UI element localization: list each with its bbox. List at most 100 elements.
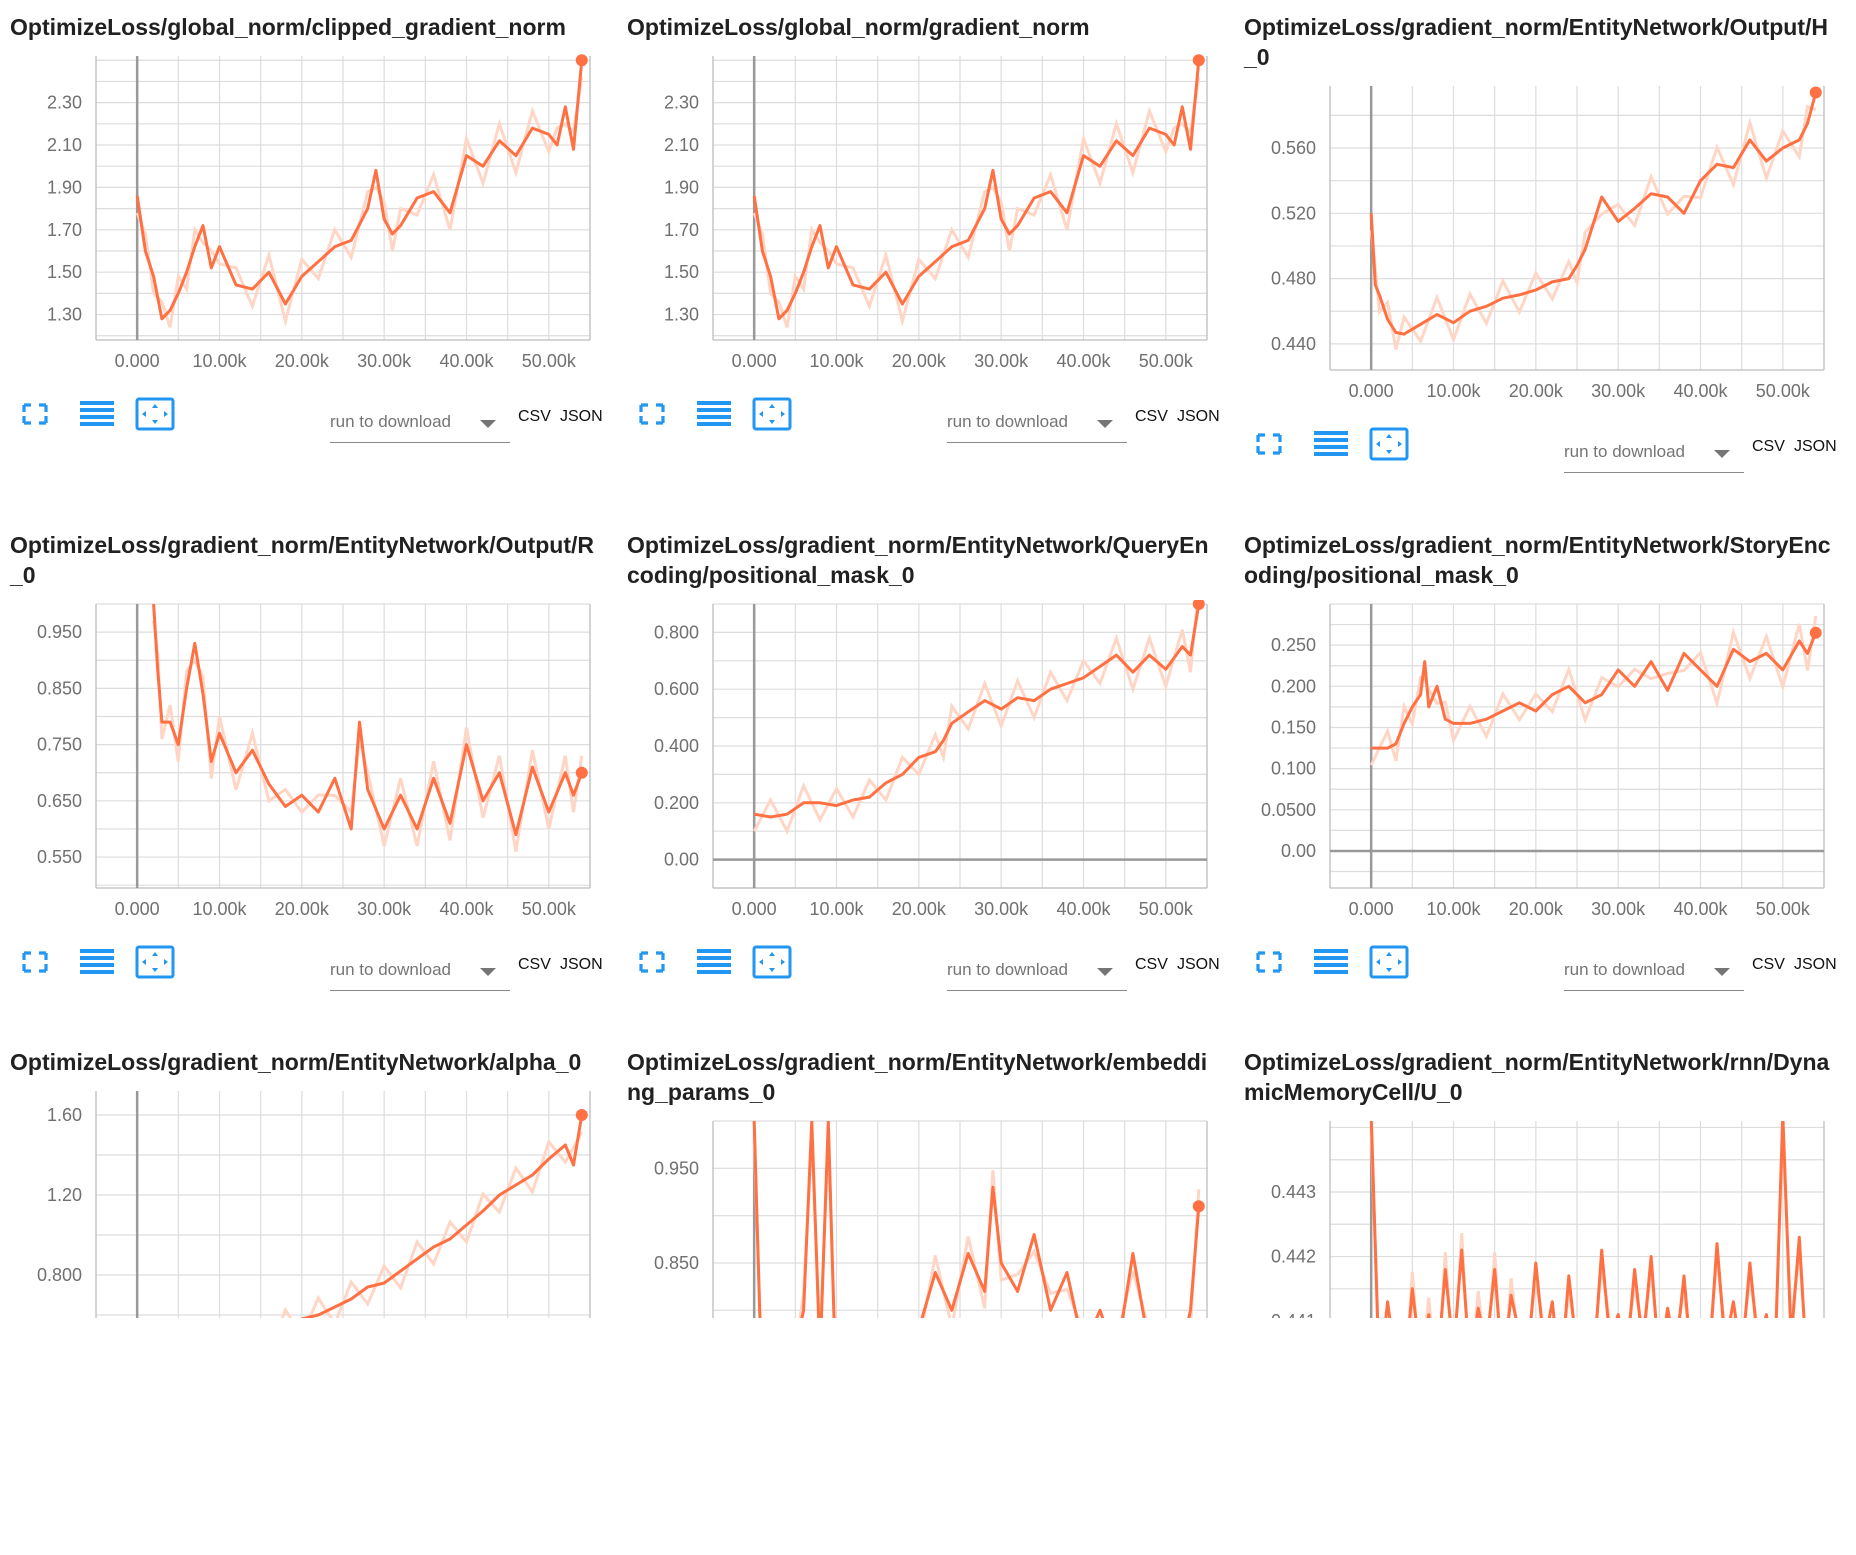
y-tick-label: 0.850 [654,1253,699,1273]
series-line[interactable] [1369,92,1818,336]
data-table-button[interactable] [1310,426,1352,462]
chart-plot[interactable]: 0.550 0.650 0.750 0.850 0.950 0.000 10.00k 20.0… [0,600,600,928]
grid-lines [1329,1121,1825,1318]
data-table-button[interactable] [1310,944,1352,980]
series-line[interactable] [152,604,584,837]
chart-title: OptimizeLoss/gradient_norm/EntityNetwork… [1244,14,1828,70]
y-tick-label: 0.0500 [1261,800,1316,820]
chart-plot[interactable]: 0.4000.8001.201.600.00010.00k20.00k30.00… [0,1087,600,1318]
chevron-down-icon [480,968,496,976]
last-point-marker[interactable] [1192,1200,1205,1213]
series-line[interactable] [752,1121,1201,1318]
last-point-marker[interactable] [1192,54,1205,67]
chart-plot[interactable]: 0.00 0.200 0.400 0.600 0.800 0.000 10.00k 20.00… [617,600,1217,928]
chart-card: OptimizeLoss/gradient_norm/EntityNetwork… [617,518,1220,1038]
series-line[interactable] [1369,1117,1816,1318]
x-tick-label: 10.00k [809,899,864,919]
fullscreen-button[interactable] [14,944,56,980]
run-to-download-select[interactable]: run to download [330,954,510,991]
x-tick-label: 40.00k [1673,381,1728,401]
last-point-marker[interactable] [1809,86,1822,99]
run-to-download-select[interactable]: run to download [947,954,1127,991]
json-download-link[interactable]: JSON [560,408,603,425]
y-tick-label: 0.560 [1271,138,1316,158]
x-tick-label: 20.00k [892,351,947,371]
json-download-link[interactable]: JSON [1177,956,1220,973]
data-table-button[interactable] [76,944,118,980]
csv-download-link[interactable]: CSV [1135,408,1168,425]
chart-controls: run to download CSV JSON [617,396,1220,456]
fullscreen-icon [22,951,48,973]
y-tick-label: 0.950 [37,622,82,642]
fit-domain-button[interactable] [1368,944,1410,980]
data-table-button[interactable] [693,944,735,980]
last-point-marker[interactable] [1192,600,1205,610]
fit-domain-button[interactable] [751,396,793,432]
chart-plot[interactable]: 0.00 0.0500 0.100 0.150 0.200 0.250 0.000 10.00… [1234,600,1834,928]
x-tick-label: 20.00k [892,899,947,919]
chart-plot[interactable]: 0.4410.4420.4430.00010.00k20.00k30.00k40… [1234,1117,1834,1318]
fullscreen-button[interactable] [631,944,673,980]
chart-plot[interactable]: 1.30 1.50 1.70 1.90 2.10 2.30 0.000 10.00k 20.00… [0,52,600,380]
grid-lines [95,1091,591,1318]
fullscreen-button[interactable] [631,396,673,432]
run-to-download-label: run to download [1564,960,1685,979]
fullscreen-button[interactable] [14,396,56,432]
series-line[interactable] [211,1114,584,1318]
chart-title: OptimizeLoss/gradient_norm/EntityNetwork… [627,1049,1208,1105]
x-tick-label: 0.000 [732,351,777,371]
csv-download-link[interactable]: CSV [1135,956,1168,973]
json-download-link[interactable]: JSON [560,956,603,973]
x-tick-label: 50.00k [1756,381,1811,401]
y-tick-label: 1.70 [47,220,82,240]
series-line[interactable] [752,60,1201,321]
y-tick-label: 1.70 [664,220,699,240]
series-line[interactable] [753,604,1201,819]
x-tick-label: 30.00k [357,899,412,919]
run-to-download-select[interactable]: run to download [1564,954,1744,991]
last-point-marker[interactable] [575,1109,588,1121]
json-download-link[interactable]: JSON [1794,956,1837,973]
fit-domain-button[interactable] [751,944,793,980]
csv-download-link[interactable]: CSV [518,956,551,973]
chart-card: OptimizeLoss/gradient_norm/EntityNetwork… [1234,1035,1834,1555]
chevron-down-icon [1097,420,1113,428]
chart-controls: run to download CSV JSON [617,944,1220,1004]
last-point-marker[interactable] [1809,626,1822,639]
csv-download-link[interactable]: CSV [1752,956,1785,973]
fullscreen-icon [22,403,48,425]
x-tick-label: 10.00k [192,899,247,919]
json-download-link[interactable]: JSON [1177,408,1220,425]
fit-domain-button[interactable] [1368,426,1410,462]
fit-domain-button[interactable] [134,396,176,432]
run-to-download-select[interactable]: run to download [1564,436,1744,473]
chart-plot[interactable]: 1.30 1.50 1.70 1.90 2.10 2.30 0.000 10.00k 20.00… [617,52,1217,380]
fit-domain-icon [752,945,792,979]
csv-download-link[interactable]: CSV [518,408,551,425]
chart-plot[interactable]: 0.440 0.480 0.520 0.560 0.000 10.00k 20.00k 30.… [1234,82,1834,410]
y-tick-label: 0.750 [37,735,82,755]
grid-lines [712,1120,1208,1318]
run-to-download-label: run to download [330,960,451,979]
fullscreen-button[interactable] [1248,426,1290,462]
data-table-icon [1314,949,1348,974]
y-tick-label: 0.550 [37,847,82,867]
csv-download-link[interactable]: CSV [1752,438,1785,455]
fullscreen-icon [1256,433,1282,455]
x-tick-label: 10.00k [809,351,864,371]
data-table-button[interactable] [76,396,118,432]
fit-domain-button[interactable] [134,944,176,980]
last-point-marker[interactable] [575,766,588,779]
series-line[interactable] [135,60,584,321]
data-table-icon [80,401,114,426]
run-to-download-select[interactable]: run to download [947,406,1127,443]
series-line[interactable] [1371,632,1818,750]
json-download-link[interactable]: JSON [1794,438,1837,455]
y-tick-label: 0.950 [654,1158,699,1178]
last-point-marker[interactable] [575,54,588,67]
fullscreen-button[interactable] [1248,944,1290,980]
chart-plot[interactable]: 0.7500.8500.9500.00010.00k20.00k30.00k40… [617,1117,1217,1318]
x-tick-label: 40.00k [1056,899,1111,919]
data-table-button[interactable] [693,396,735,432]
run-to-download-select[interactable]: run to download [330,406,510,443]
